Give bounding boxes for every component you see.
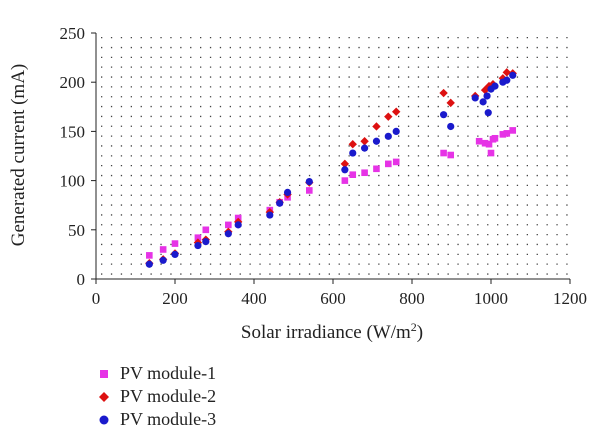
data-point-square <box>361 169 368 177</box>
data-point-square <box>385 160 392 168</box>
data-point-circle <box>361 144 369 152</box>
data-point-circle <box>491 82 499 90</box>
x-tick-label: 600 <box>320 289 346 308</box>
data-point-square <box>392 158 400 166</box>
data-point-circle <box>483 92 491 100</box>
legend-label: PV module-2 <box>120 386 217 406</box>
grid-dot-pattern <box>101 37 568 275</box>
data-point-diamond <box>439 88 448 98</box>
data-point-square <box>349 171 357 178</box>
y-tick-label: 100 <box>60 172 86 191</box>
data-point-circle <box>305 177 313 186</box>
legend-item-module-3: PV module-3 <box>97 408 216 431</box>
legend-label: PV module-3 <box>120 409 217 429</box>
data-point-circle <box>372 137 381 145</box>
data-point-circle <box>484 109 492 117</box>
data-points <box>145 68 517 268</box>
legend-label: PV module-1 <box>120 363 217 383</box>
x-tick-label: 1200 <box>553 289 587 308</box>
data-point-square <box>475 137 483 145</box>
y-tick-label: 50 <box>68 221 85 240</box>
y-tick-label: 250 <box>60 24 86 43</box>
data-point-circle <box>276 199 284 207</box>
data-point-circle <box>509 71 517 79</box>
data-point-circle <box>392 127 400 135</box>
data-point-circle <box>194 241 202 250</box>
y-axis-title: Generated current (mA) <box>8 64 29 247</box>
data-point-circle <box>384 132 392 140</box>
data-point-square <box>503 130 511 137</box>
data-point-circle <box>234 221 242 229</box>
data-point-square <box>487 149 495 157</box>
data-point-square <box>306 187 313 194</box>
circle-marker-icon <box>97 413 111 427</box>
x-tick-label: 400 <box>241 289 267 308</box>
data-point-circle <box>283 188 292 197</box>
data-point-diamond <box>340 159 350 169</box>
data-point-circle <box>224 230 232 238</box>
x-axis-title-sup: 2 <box>411 320 417 334</box>
y-ticks: 0 50 100 150 200 250 <box>60 24 96 289</box>
data-point-circle <box>349 149 357 157</box>
data-point-circle <box>440 111 448 119</box>
x-axis-title-end: ) <box>417 322 423 343</box>
data-point-circle <box>503 76 511 84</box>
diamond-marker-icon <box>97 390 111 404</box>
grid-dots <box>101 37 568 275</box>
y-tick-label: 200 <box>60 73 86 92</box>
data-point-square <box>373 165 380 173</box>
x-ticks: 0 200 400 600 800 1000 1200 <box>92 279 587 308</box>
data-point-diamond <box>360 137 369 146</box>
data-point-square <box>491 134 499 142</box>
data-point-diamond <box>384 112 393 121</box>
data-point-square <box>202 226 210 234</box>
x-axis-title-main: Solar irradiance (W/m <box>241 322 411 343</box>
legend-item-module-1: PV module-1 <box>97 362 216 385</box>
data-point-square <box>194 234 202 241</box>
data-point-square <box>225 221 232 229</box>
data-point-diamond <box>502 68 511 77</box>
x-tick-label: 800 <box>399 289 425 308</box>
axes <box>95 33 570 280</box>
data-point-square <box>447 151 455 159</box>
y-tick-label: 0 <box>77 270 86 289</box>
data-point-square <box>171 240 179 247</box>
data-point-square <box>481 139 489 147</box>
data-point-circle <box>145 260 153 268</box>
data-point-circle <box>266 211 274 219</box>
scatter-chart: 0 50 100 150 200 250 0 200 400 600 800 1000 1200 Ge… <box>8 24 587 343</box>
x-tick-label: 0 <box>92 289 101 308</box>
data-point-circle <box>447 122 455 131</box>
data-point-square <box>509 127 517 134</box>
data-point-square <box>159 246 167 253</box>
y-tick-label: 150 <box>60 122 86 141</box>
data-point-diamond <box>372 122 381 131</box>
x-axis-title: Solar irradiance (W/m2) <box>241 320 423 343</box>
data-point-square <box>499 131 507 138</box>
data-point-square <box>146 252 153 259</box>
legend: PV module-1 PV module-2 PV module-3 <box>97 362 216 431</box>
data-point-circle <box>171 250 179 258</box>
data-point-circle <box>159 256 167 264</box>
data-point-circle <box>479 98 487 106</box>
data-point-circle <box>341 166 349 174</box>
data-point-diamond <box>446 98 455 108</box>
square-marker-icon <box>97 367 111 381</box>
data-point-square <box>485 140 493 148</box>
data-point-diamond <box>348 139 357 149</box>
x-tick-label: 1000 <box>474 289 508 308</box>
data-point-square <box>440 149 447 157</box>
x-tick-label: 200 <box>162 289 188 308</box>
series-3 <box>145 71 517 268</box>
legend-item-module-2: PV module-2 <box>97 385 216 408</box>
series-1 <box>146 127 517 259</box>
data-point-square <box>341 177 349 184</box>
data-point-circle <box>471 94 479 102</box>
data-point-diamond <box>392 107 401 116</box>
data-point-circle <box>202 238 210 246</box>
